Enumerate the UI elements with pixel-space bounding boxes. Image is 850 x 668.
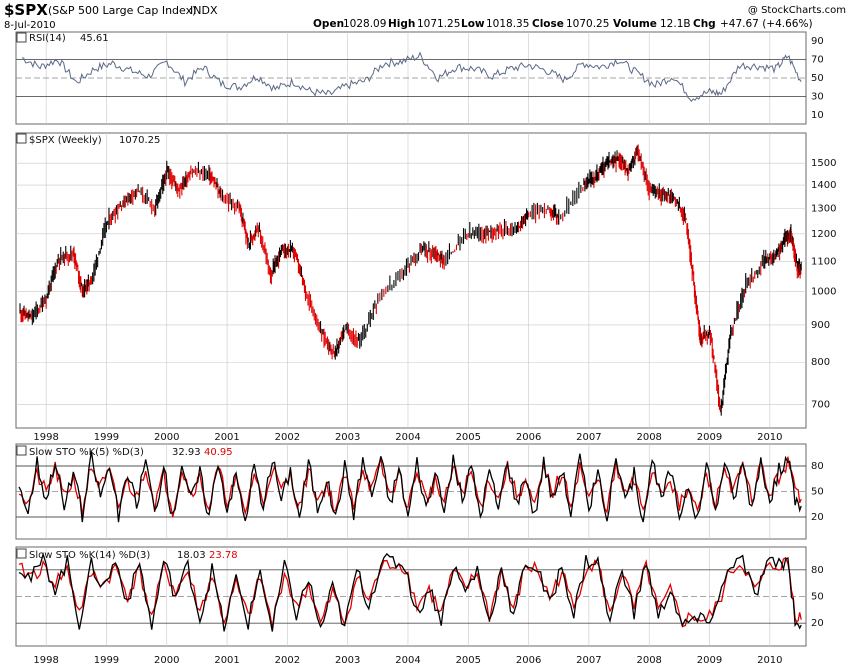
price-panel-toggle-icon[interactable] [16, 133, 27, 144]
ohlc-readout: Open 1028.09 High 1071.25 Low 1018.35 Cl… [313, 18, 813, 30]
date-axis-tick-label: 2001 [214, 432, 239, 443]
rsi-ytick-label: 10 [811, 110, 824, 121]
price-ytick-label: 700 [811, 400, 830, 411]
sto-k-line [18, 451, 802, 523]
volume-value: 12.1B [660, 18, 691, 30]
sto-slow-plot-area: 20 50 80 [16, 547, 824, 646]
date-axis-tick-label: 1998 [33, 655, 58, 666]
date-axis-upper: 1998 1999 2000 2001 2002 2003 2004 2005 2006 2007… [33, 432, 782, 443]
date-axis-tick-label: 2002 [275, 432, 300, 443]
sto-slow-title: Slow STO %K(14) %D(3) 18.03 23.78 [16, 548, 238, 561]
date-axis-tick-label: 2003 [335, 432, 360, 443]
date-axis-tick-label: 2003 [335, 655, 360, 666]
rsi-title-label: RSI(14) [29, 33, 66, 44]
sto-ytick-label: 50 [811, 592, 824, 603]
date-axis-tick-label: 2009 [697, 432, 722, 443]
date-axis-tick-label: 2000 [154, 655, 179, 666]
volume-label: Volume [613, 18, 657, 30]
date-axis-tick-label: 2002 [275, 655, 300, 666]
price-ytick-label: 1400 [811, 180, 836, 191]
watermark-text: @ StockCharts.com [748, 5, 846, 16]
date-text: 8-Jul-2010 [4, 20, 56, 31]
rsi-panel: 10 30 50 70 90 RSI(14) 45.61 [15, 31, 824, 125]
rsi-ytick-label: 90 [811, 36, 824, 47]
sto-slow-k-value: 18.03 [177, 550, 206, 561]
date-axis-tick-label: 2007 [576, 432, 601, 443]
date-axis-tick-label: 1998 [33, 432, 58, 443]
rsi-panel-toggle-icon[interactable] [16, 32, 27, 43]
sto-fast-plot-area: 20 50 80 [16, 444, 824, 539]
sto-slow-title-label: Slow STO %K(14) %D(3) [29, 550, 150, 561]
rsi-title: RSI(14) 45.61 [16, 32, 109, 44]
high-label: High [388, 18, 415, 30]
sto-ytick-label: 50 [811, 487, 824, 498]
sto-fast-title: Slow STO %K(5) %D(3) 32.93 40.95 [16, 445, 233, 458]
price-title-label: $SPX (Weekly) [29, 135, 102, 146]
index-name-text: (S&P 500 Large Cap Index) [48, 4, 196, 17]
sto-slow-d-value: 23.78 [209, 550, 238, 561]
sto-slow-panel: 20 50 80 Slow STO %K(14) %D(3) 18.03 23.78 [15, 546, 824, 647]
date-axis-tick-label: 2008 [636, 432, 661, 443]
date-axis-tick-label: 2004 [395, 655, 420, 666]
date-axis-lower: 1998 1999 2000 2001 2002 2003 2004 2005 2006 2007… [33, 655, 782, 666]
chg-value: +47.67 (+4.66%) [720, 18, 813, 30]
price-title: $SPX (Weekly) 1070.25 [16, 133, 160, 146]
symbol-text: $SPX [4, 1, 48, 19]
sto-fast-title-label: Slow STO %K(5) %D(3) [29, 447, 144, 458]
price-title-value: 1070.25 [119, 135, 160, 146]
rsi-line [21, 51, 802, 102]
price-ytick-label: 900 [811, 320, 830, 331]
open-label: Open [313, 18, 344, 30]
sto-fast-panel: 20 50 80 Slow STO %K(5) %D(3) 32.93 40.95 [15, 443, 824, 540]
date-axis-tick-label: 2010 [757, 432, 782, 443]
price-ytick-label: 1200 [811, 229, 836, 240]
date-axis-tick-label: 2001 [214, 655, 239, 666]
date-axis-tick-label: 2005 [456, 432, 481, 443]
sto-ytick-label: 20 [811, 512, 824, 523]
sto-ytick-label: 80 [811, 565, 824, 576]
rsi-ytick-label: 30 [811, 91, 824, 102]
rsi-title-value: 45.61 [80, 33, 109, 44]
price-panel-frame [15, 132, 807, 429]
chg-label: Chg [693, 18, 716, 30]
low-label: Low [461, 18, 485, 30]
price-ytick-label: 1500 [811, 158, 836, 169]
date-axis-tick-label: 2009 [697, 655, 722, 666]
sto-ytick-label: 80 [811, 461, 824, 472]
open-value: 1028.09 [343, 18, 386, 30]
date-axis-tick-label: 2010 [757, 655, 782, 666]
date-axis-tick-label: 1999 [94, 432, 119, 443]
date-axis-tick-label: 2006 [516, 655, 541, 666]
price-ytick-label: 1300 [811, 203, 836, 214]
rsi-ytick-label: 50 [811, 73, 824, 84]
sto-fast-k-value: 32.93 [172, 447, 201, 458]
rsi-ytick-label: 70 [811, 55, 824, 66]
date-axis-tick-label: 2008 [636, 655, 661, 666]
date-axis-tick-label: 2000 [154, 432, 179, 443]
date-axis-tick-label: 2005 [456, 655, 481, 666]
price-ytick-label: 1100 [811, 256, 836, 267]
rsi-plot-area: 10 30 50 70 90 [16, 32, 824, 124]
low-value: 1018.35 [486, 18, 529, 30]
close-value: 1070.25 [566, 18, 609, 30]
sto-k-line [18, 551, 802, 632]
date-axis-tick-label: 2006 [516, 432, 541, 443]
sto-fast-panel-toggle-icon[interactable] [16, 445, 27, 456]
exchange-text: INDX [190, 4, 218, 17]
date-axis-tick-label: 1999 [94, 655, 119, 666]
sto-ytick-label: 20 [811, 618, 824, 629]
price-ytick-label: 1000 [811, 287, 836, 298]
price-plot-area: 700 800 900 1000 1100 1200 1300 1400 1500 [16, 133, 836, 428]
sto-fast-d-value: 40.95 [204, 447, 233, 458]
high-value: 1071.25 [417, 18, 460, 30]
date-axis-tick-label: 2004 [395, 432, 420, 443]
date-axis-tick-label: 2007 [576, 655, 601, 666]
chart-header: $SPX (S&P 500 Large Cap Index) INDX 8-Ju… [4, 1, 846, 31]
close-label: Close [532, 18, 564, 30]
price-ytick-label: 800 [811, 357, 830, 368]
sto-slow-panel-toggle-icon[interactable] [16, 548, 27, 559]
price-panel: 700 800 900 1000 1100 1200 1300 1400 1500 $SPX (… [15, 132, 836, 429]
